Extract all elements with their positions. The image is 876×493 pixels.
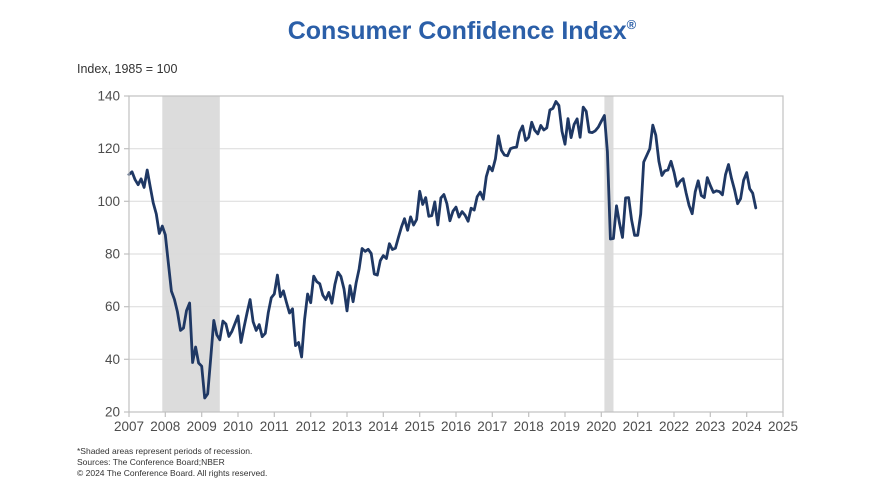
cci-data-line	[127, 100, 758, 400]
y-axis-label: 140	[97, 89, 120, 104]
y-axis-note: Index, 1985 = 100	[77, 62, 178, 76]
x-axis-label: 2012	[296, 419, 326, 434]
x-axis-label: 2024	[732, 419, 763, 434]
y-axis-label: 100	[97, 194, 120, 209]
registered-trademark-symbol: ®	[626, 17, 637, 32]
y-axis-label: 60	[105, 299, 120, 314]
y-axis-label: 20	[105, 405, 120, 420]
footnotes: *Shaded areas represent periods of reces…	[77, 446, 267, 479]
x-axis-label: 2017	[477, 419, 507, 434]
y-axis-label: 120	[97, 141, 120, 156]
x-axis-label: 2008	[150, 419, 180, 434]
footnote-sources: Sources: The Conference Board;NBER	[77, 457, 225, 467]
footnote-recession: *Shaded areas represent periods of reces…	[77, 446, 253, 456]
x-axis-label: 2018	[514, 419, 544, 434]
y-axis-label: 40	[105, 352, 120, 367]
x-axis-label: 2022	[659, 419, 689, 434]
footnote-copyright: © 2024 The Conference Board. All rights …	[77, 468, 268, 478]
x-axis-label: 2021	[623, 419, 653, 434]
x-axis-label: 2023	[695, 419, 725, 434]
chart-title: Consumer Confidence Index®	[48, 17, 876, 46]
x-axis-label: 2010	[223, 419, 253, 434]
y-axis-label: 80	[105, 247, 120, 262]
x-axis-label: 2020	[586, 419, 616, 434]
x-axis-label: 2014	[368, 419, 399, 434]
x-axis-label: 2016	[441, 419, 471, 434]
x-axis-label: 2019	[550, 419, 580, 434]
x-axis-label: 2025	[768, 419, 798, 434]
x-axis-label: 2007	[114, 419, 144, 434]
x-axis-label: 2011	[260, 419, 289, 434]
x-axis-label: 2013	[332, 419, 362, 434]
x-axis-label: 2009	[187, 419, 217, 434]
x-axis-label: 2015	[405, 419, 435, 434]
chart-title-text: Consumer Confidence Index	[287, 17, 627, 45]
